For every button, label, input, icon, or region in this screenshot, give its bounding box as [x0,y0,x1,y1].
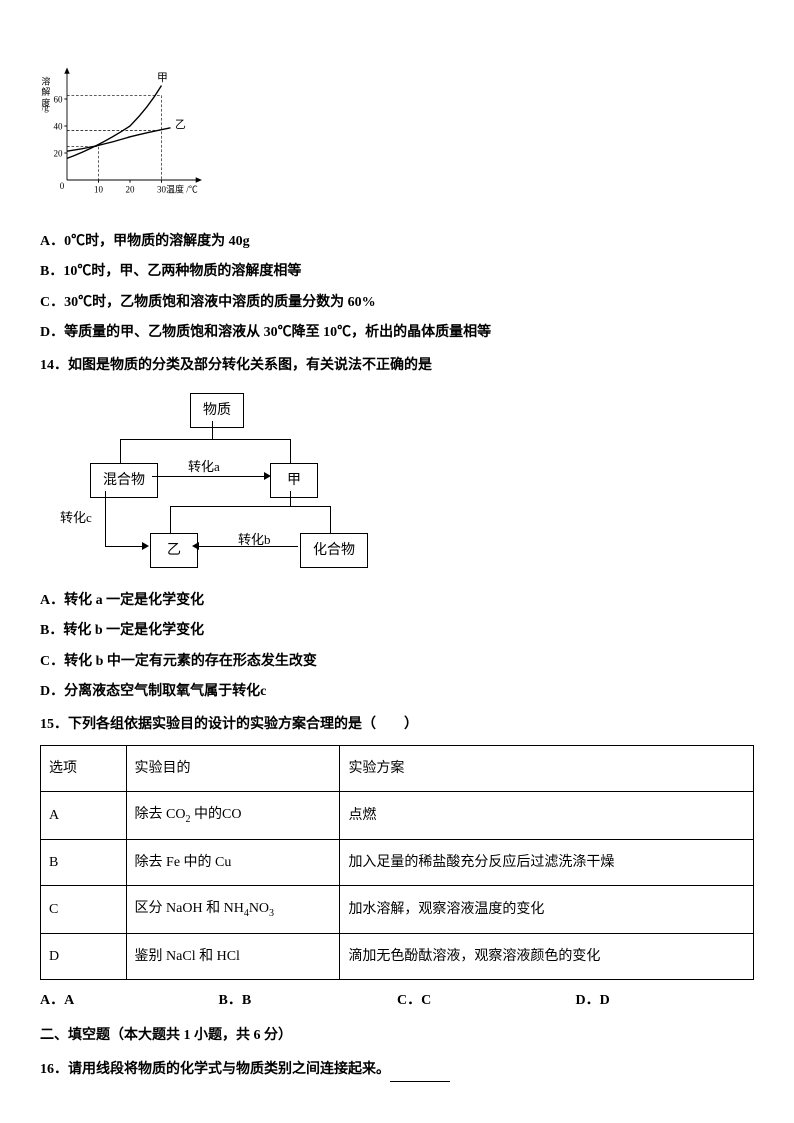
table-header-row: 选项 实验目的 实验方案 [41,746,754,792]
section-2-title: 二、填空题（本大题共 1 小题，共 6 分） [40,1023,754,1048]
svg-text:20: 20 [126,185,135,195]
table-row: D 鉴别 NaCl 和 HCl 滴加无色酚酞溶液，观察溶液颜色的变化 [41,934,754,980]
q13-option-a: A．0℃时，甲物质的溶解度为 40g [40,229,754,254]
experiment-table: 选项 实验目的 实验方案 A 除去 CO2 中的CO 点燃 B 除去 Fe 中的… [40,745,754,980]
ans-c: C．C [397,988,576,1013]
header-scheme: 实验方案 [340,746,754,792]
blank-line [390,1066,450,1082]
ans-b: B．B [219,988,398,1013]
line-chart-svg: 20 40 60 0 10 20 30 溶 解 度 /g 温度 /℃ 甲 乙 [40,60,220,210]
q13-option-d: D．等质量的甲、乙物质饱和溶液从 30℃降至 10℃，析出的晶体质量相等 [40,320,754,345]
q13-option-b: B．10℃时，甲、乙两种物质的溶解度相等 [40,259,754,284]
label-b: 转化b [238,528,271,551]
node-hunhewu: 混合物 [90,463,158,498]
svg-text:乙: 乙 [175,119,186,131]
table-row: A 除去 CO2 中的CO 点燃 [41,792,754,840]
q16-question: 16．请用线段将物质的化学式与物质类别之间连接起来。 [40,1057,754,1082]
table-row: C 区分 NaOH 和 NH4NO3 加水溶解，观察溶液温度的变化 [41,886,754,934]
q13-option-c: C．30℃时，乙物质饱和溶液中溶质的质量分数为 60% [40,290,754,315]
svg-text:20: 20 [54,149,64,159]
svg-text:解: 解 [40,86,50,97]
svg-text:30: 30 [157,185,167,195]
svg-text:/g: /g [42,103,50,113]
label-a: 转化a [188,455,220,478]
header-option: 选项 [41,746,127,792]
svg-text:60: 60 [54,95,64,105]
label-c: 转化c [60,506,92,529]
table-row: B 除去 Fe 中的 Cu 加入足量的稀盐酸充分反应后过滤洗涤干燥 [41,840,754,886]
q14-option-b: B．转化 b 一定是化学变化 [40,618,754,643]
svg-text:温度 /℃: 温度 /℃ [166,184,198,195]
q14-option-a: A．转化 a 一定是化学变化 [40,588,754,613]
q15-question: 15．下列各组依据实验目的设计的实验方案合理的是（ ） [40,712,754,737]
header-purpose: 实验目的 [126,746,340,792]
svg-text:溶: 溶 [40,75,50,86]
svg-text:10: 10 [94,185,104,195]
ans-a: A．A [40,988,219,1013]
node-yi: 乙 [150,533,198,568]
solubility-chart: 20 40 60 0 10 20 30 溶 解 度 /g 温度 /℃ 甲 乙 [40,60,754,219]
node-jia: 甲 [270,463,318,498]
q14-option-d: D．分离液态空气制取氧气属于转化c [40,679,754,704]
svg-text:40: 40 [54,122,64,132]
classification-diagram: 物质 混合物 甲 乙 化合物 转化a 转化b 转化c [60,393,754,573]
q14-option-c: C．转化 b 中一定有元素的存在形态发生改变 [40,649,754,674]
svg-text:甲: 甲 [157,72,168,84]
q14-question: 14．如图是物质的分类及部分转化关系图，有关说法不正确的是 [40,353,754,378]
node-wuzhi: 物质 [190,393,244,428]
ans-d: D．D [576,988,755,1013]
node-huahewu: 化合物 [300,533,368,568]
svg-text:0: 0 [60,181,65,191]
q15-answers: A．A B．B C．C D．D [40,988,754,1013]
